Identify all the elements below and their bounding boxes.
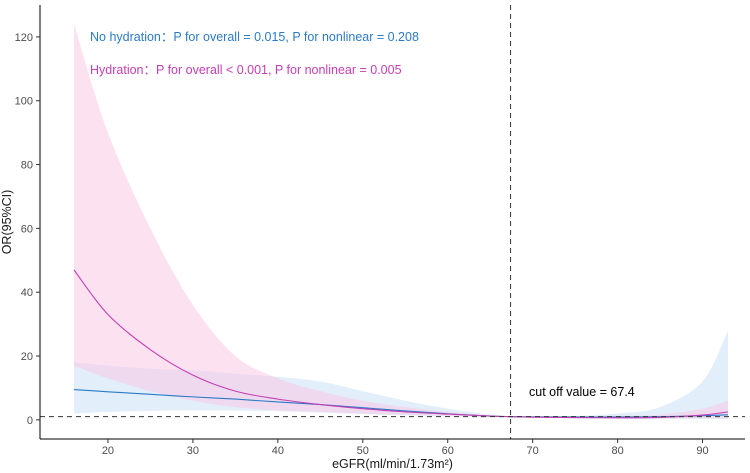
ci-band-series-2 <box>73 24 729 419</box>
y-tick-label: 80 <box>21 160 33 172</box>
x-tick-label: 60 <box>442 445 454 457</box>
annotations: No hydration：P for overall = 0.015, P fo… <box>90 30 635 399</box>
annotation-no-hydration: No hydration：P for overall = 0.015, P fo… <box>90 30 419 44</box>
y-tick-label: 20 <box>21 351 33 363</box>
reference-lines <box>40 5 745 439</box>
y-tick-label: 120 <box>15 32 33 44</box>
y-tick-label: 0 <box>27 415 33 427</box>
annotation-hydration: Hydration：P for overall < 0.001, P for n… <box>90 63 402 77</box>
x-tick-label: 50 <box>357 445 369 457</box>
y-tick-label: 60 <box>21 223 33 235</box>
y-tick-label: 40 <box>21 287 33 299</box>
fitted-lines <box>73 269 729 419</box>
axes: 20 30 40 50 60 70 80 90 0 20 40 60 80 100 120 <box>15 5 745 457</box>
x-tick-label: 90 <box>696 445 708 457</box>
x-tick-label: 20 <box>102 445 114 457</box>
x-tick-label: 30 <box>187 445 199 457</box>
fitted-line-series-2 <box>73 269 729 419</box>
y-axis-title: OR(95%CI) <box>0 190 14 255</box>
x-tick-label: 70 <box>527 445 539 457</box>
fitted-line-series-1 <box>73 388 729 418</box>
x-tick-label: 80 <box>611 445 623 457</box>
ci-bands <box>73 24 729 420</box>
y-tick-label: 100 <box>15 96 33 108</box>
x-axis-title: eGFR(ml/min/1.73m²) <box>332 457 453 471</box>
x-tick-label: 40 <box>272 445 284 457</box>
annotation-cutoff-value: cut off value = 67.4 <box>529 385 635 399</box>
